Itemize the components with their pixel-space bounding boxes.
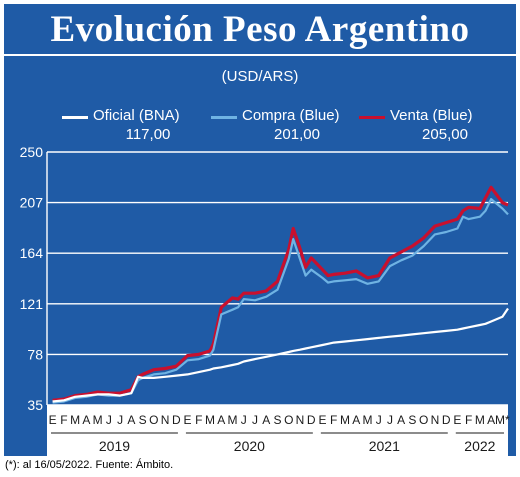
x-tick-label: O (419, 413, 428, 427)
x-tick-label: N (161, 413, 170, 427)
x-tick-label: S (408, 413, 416, 427)
x-tick-label: A (487, 413, 495, 427)
x-tick-label: S (273, 413, 281, 427)
x-tick-label: A (397, 413, 405, 427)
x-tick-label: J (387, 413, 393, 427)
chart-title: Evolución Peso Argentino (50, 9, 470, 50)
x-tick-label: J (117, 413, 123, 427)
x-tick-label: E (184, 413, 192, 427)
x-tick-label: A (262, 413, 270, 427)
x-tick-label: N (296, 413, 305, 427)
x-axis-band (47, 405, 508, 456)
x-tick-label: D (307, 413, 316, 427)
chart-frame: Evolución Peso Argentino (USD/ARS) Ofici… (4, 4, 516, 456)
x-tick-label: F (465, 413, 472, 427)
y-tick-label: 207 (20, 195, 44, 211)
x-tick-label: M (340, 413, 350, 427)
x-tick-label: F (60, 413, 67, 427)
x-tick-label: A (82, 413, 90, 427)
chart-subtitle: (USD/ARS) (221, 68, 299, 85)
x-tick-label: D (442, 413, 451, 427)
x-tick-label: M (93, 413, 103, 427)
x-tick-label: E (318, 413, 326, 427)
legend-swatch-oficial (62, 116, 88, 119)
legend-label-venta: Venta (Blue) (390, 107, 473, 124)
series-line-oficial-bna (52, 307, 509, 403)
title-divider (4, 54, 516, 56)
legend-swatch-venta (359, 116, 385, 119)
year-label: 2019 (99, 438, 130, 454)
x-tick-label: J (241, 413, 247, 427)
legend-label-oficial: Oficial (BNA) (93, 107, 180, 124)
year-label: 2022 (464, 438, 495, 454)
x-tick-label: A (352, 413, 360, 427)
x-tick-label: E (49, 413, 57, 427)
x-tick-label: J (376, 413, 382, 427)
x-tick-label: A (217, 413, 225, 427)
x-tick-label: E (453, 413, 461, 427)
legend-value-compra: 201,00 (274, 126, 320, 143)
x-tick-label: O (284, 413, 293, 427)
x-tick-label: A (127, 413, 135, 427)
x-tick-label: O (149, 413, 158, 427)
year-label: 2021 (369, 438, 400, 454)
legend-label-compra: Compra (Blue) (242, 107, 340, 124)
x-tick-label: F (330, 413, 337, 427)
y-tick-label: 35 (27, 397, 43, 413)
footnote: (*): al 16/05/2022. Fuente: Ámbito. (5, 459, 174, 471)
legend-swatch-compra (211, 116, 237, 119)
x-tick-label: M* (495, 413, 510, 427)
series-line-venta-blue (52, 185, 509, 402)
x-tick-label: M (205, 413, 215, 427)
y-tick-label: 121 (20, 296, 44, 312)
x-tick-label: M (70, 413, 80, 427)
y-tick-label: 250 (20, 144, 44, 160)
x-tick-label: M (362, 413, 372, 427)
x-tick-label: M (228, 413, 238, 427)
x-tick-label: M (475, 413, 485, 427)
x-tick-label: D (172, 413, 181, 427)
x-tick-label: F (195, 413, 202, 427)
y-tick-label: 164 (20, 245, 44, 261)
x-tick-label: J (252, 413, 258, 427)
series-line-compra-blue (52, 198, 509, 404)
y-tick-label: 78 (27, 346, 43, 362)
x-tick-label: N (431, 413, 440, 427)
year-label: 2020 (234, 438, 265, 454)
y-axis-ticks: 35 78 121 164 207 250 (20, 144, 44, 413)
x-tick-label: J (106, 413, 112, 427)
legend-value-oficial: 117,00 (125, 126, 171, 143)
x-tick-label: S (139, 413, 147, 427)
legend-value-venta: 205,00 (422, 126, 468, 143)
series-lines (52, 185, 509, 404)
